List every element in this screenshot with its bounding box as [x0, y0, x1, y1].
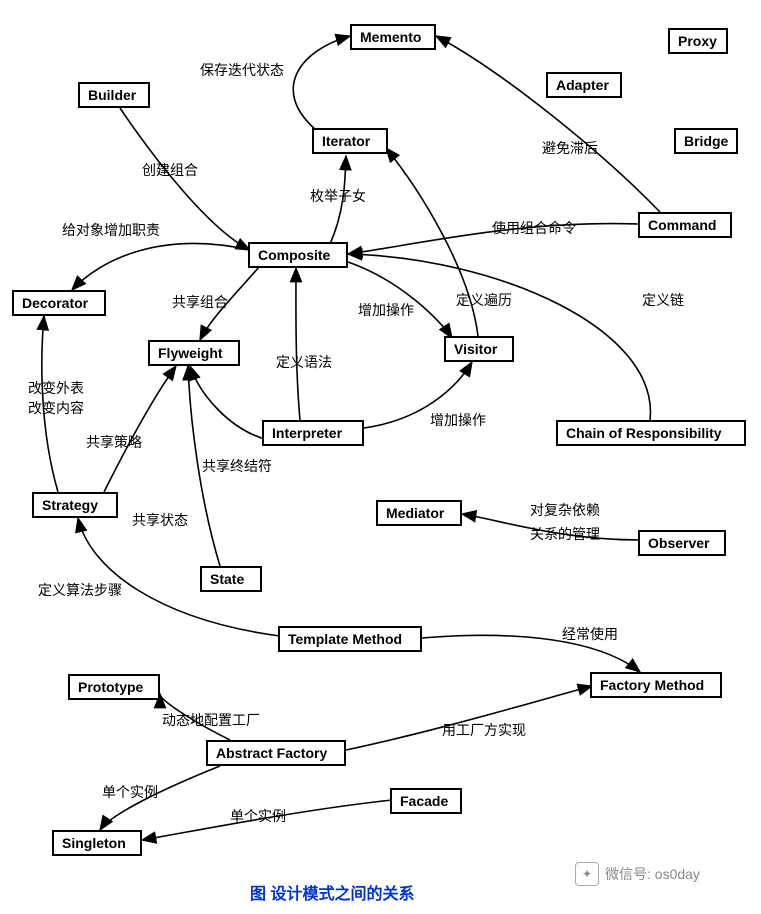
- edge-label-8: 定义遍历: [454, 290, 514, 310]
- diagram-caption: 图 设计模式之间的关系: [250, 880, 414, 904]
- node-visitor: Visitor: [444, 336, 514, 362]
- watermark-text: 微信号: os0day: [605, 864, 700, 884]
- edge-label-24: 单个实例: [228, 806, 288, 826]
- node-flyweight: Flyweight: [148, 340, 240, 366]
- design-patterns-diagram: 图 设计模式之间的关系 ✦ 微信号: os0day Memento Proxy Bu…: [0, 0, 761, 914]
- edge-label-15: 共享策略: [84, 432, 144, 452]
- node-chain: Chain of Responsibility: [556, 420, 746, 446]
- edge-label-3: 给对象增加职责: [60, 220, 162, 240]
- edge-label-7: 增加操作: [356, 300, 416, 320]
- edge-label-14: 改变内容: [26, 398, 86, 418]
- edge-label-22: 用工厂方实现: [440, 720, 528, 740]
- node-observer: Observer: [638, 530, 726, 556]
- edge-absfactory-factory: [346, 686, 592, 750]
- edge-label-9: 定义语法: [274, 352, 334, 372]
- node-adapter: Adapter: [546, 72, 622, 98]
- node-bridge: Bridge: [674, 128, 738, 154]
- node-singleton: Singleton: [52, 830, 142, 856]
- edge-composite-decorator: [72, 244, 250, 290]
- edge-interpreter-flyweight: [190, 366, 268, 440]
- node-memento: Memento: [350, 24, 436, 50]
- edge-interpreter-composite: [296, 268, 300, 420]
- edge-label-6: 使用组合命令: [490, 218, 578, 238]
- edge-strategy-flyweight: [104, 366, 176, 492]
- edge-label-18: 对复杂依赖: [528, 500, 602, 520]
- edge-label-10: 增加操作: [428, 410, 488, 430]
- node-interpreter: Interpreter: [262, 420, 364, 446]
- node-prototype: Prototype: [68, 674, 160, 700]
- node-decorator: Decorator: [12, 290, 106, 316]
- edge-label-0: 保存迭代状态: [198, 60, 286, 80]
- node-factory: Factory Method: [590, 672, 722, 698]
- edge-label-23: 单个实例: [100, 782, 160, 802]
- edge-label-21: 动态地配置工厂: [160, 710, 262, 730]
- node-strategy: Strategy: [32, 492, 118, 518]
- watermark: ✦ 微信号: os0day: [575, 862, 700, 886]
- edge-label-5: 避免滞后: [540, 138, 600, 158]
- edge-label-11: 共享终结符: [200, 456, 274, 476]
- node-proxy: Proxy: [668, 28, 728, 54]
- edge-label-19: 关系的管理: [528, 524, 602, 544]
- edge-label-2: 枚举子女: [308, 186, 368, 206]
- node-absfactory: Abstract Factory: [206, 740, 346, 766]
- node-iterator: Iterator: [312, 128, 388, 154]
- node-builder: Builder: [78, 82, 150, 108]
- edge-label-1: 创建组合: [140, 160, 200, 180]
- edge-iterator-memento: [293, 36, 350, 130]
- node-composite: Composite: [248, 242, 348, 268]
- edge-command-memento: [436, 36, 660, 212]
- node-template: Template Method: [278, 626, 422, 652]
- edge-label-12: 定义链: [640, 290, 686, 310]
- edge-label-13: 改变外表: [26, 378, 86, 398]
- wechat-icon: ✦: [575, 862, 599, 886]
- edge-label-17: 定义算法步骤: [36, 580, 124, 600]
- node-mediator: Mediator: [376, 500, 462, 526]
- node-command: Command: [638, 212, 732, 238]
- edge-label-16: 共享状态: [130, 510, 190, 530]
- edge-label-4: 共享组合: [170, 292, 230, 312]
- node-facade: Facade: [390, 788, 462, 814]
- edge-label-20: 经常使用: [560, 624, 620, 644]
- node-state: State: [200, 566, 262, 592]
